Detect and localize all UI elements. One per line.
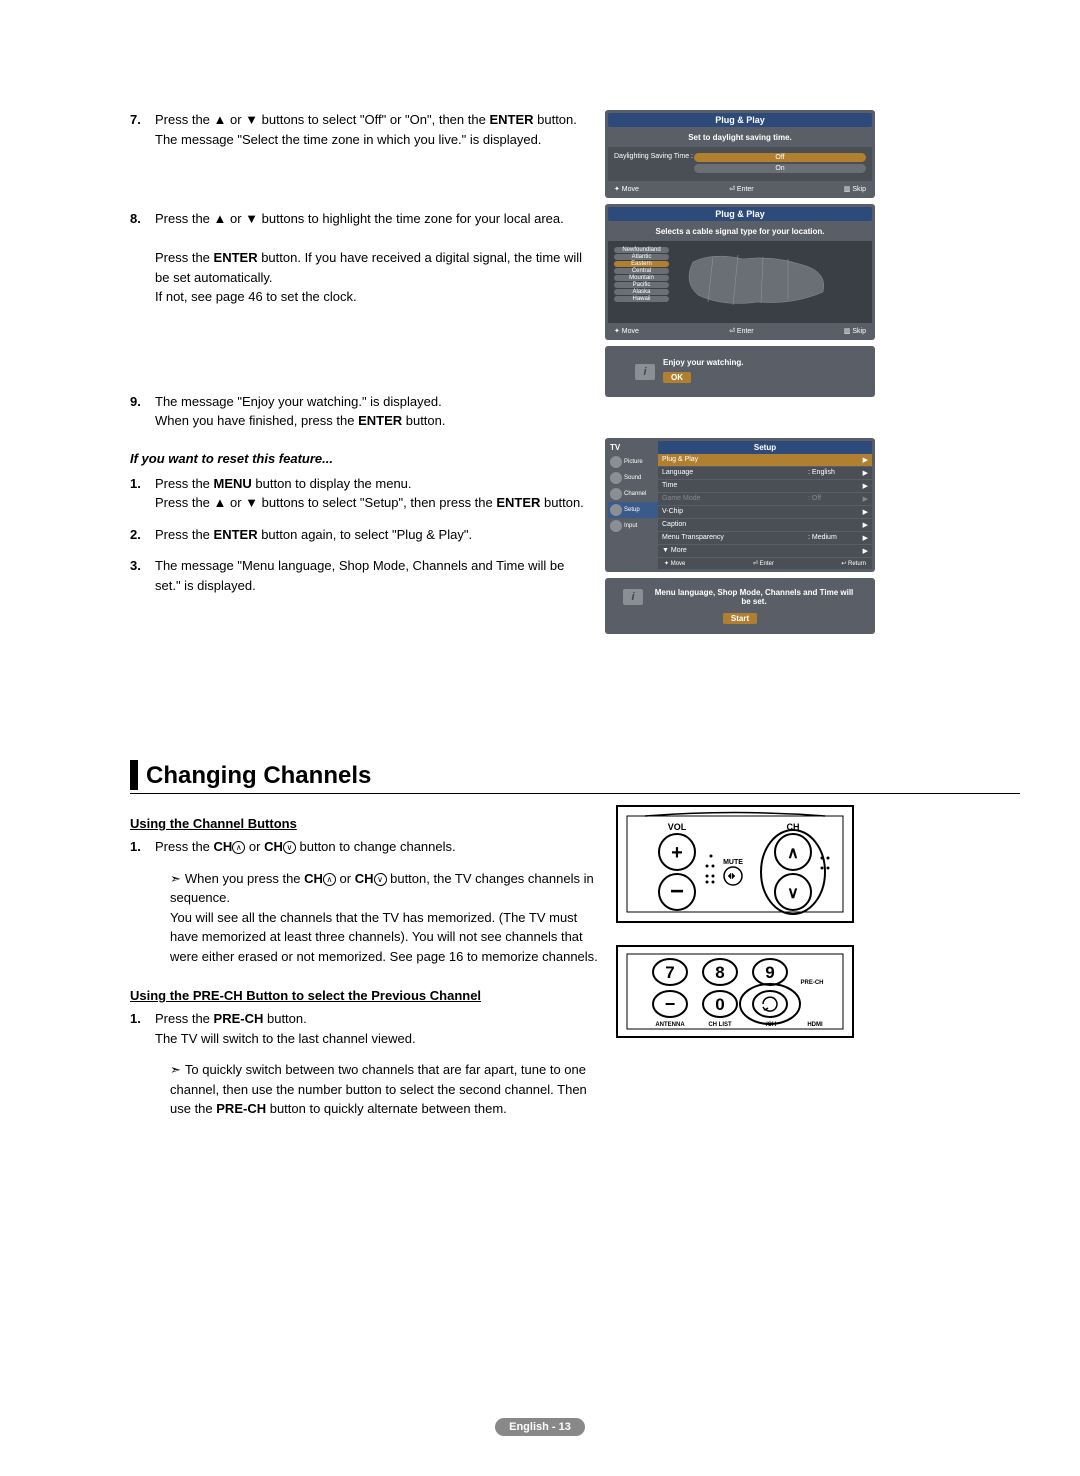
timezone-item: Newfoundland: [614, 247, 669, 253]
reset-heading: If you want to reset this feature...: [130, 451, 590, 466]
svg-text:8: 8: [715, 963, 724, 982]
tv-message: Selects a cable signal type for your loc…: [608, 224, 872, 239]
step-item: 1.Press the CH∧ or CH∨ button to change …: [130, 837, 600, 857]
setup-row: Game Mode: Off▶: [658, 493, 872, 506]
setup-row: Menu Transparency: Medium▶: [658, 532, 872, 545]
svg-text:VOL: VOL: [668, 822, 687, 832]
svg-text:HDMI: HDMI: [807, 1022, 823, 1028]
timezone-list: NewfoundlandAtlanticEasternCentralMounta…: [614, 247, 669, 317]
steps-list-a: 7.Press the ▲ or ▼ buttons to select "Of…: [130, 110, 590, 431]
page-number-pill: English - 13: [495, 1418, 585, 1436]
plug-play-section: 7.Press the ▲ or ▼ buttons to select "Of…: [130, 110, 1020, 640]
svg-text:−: −: [665, 994, 676, 1014]
svg-text:9: 9: [765, 963, 774, 982]
setup-row: Caption▶: [658, 519, 872, 532]
svg-text:−: −: [670, 878, 684, 905]
channel-note: When you press the CH∧ or CH∨ button, th…: [130, 869, 600, 967]
manual-page: 7.Press the ▲ or ▼ buttons to select "Of…: [0, 0, 1080, 1476]
tv-message: Set to daylight saving time.: [608, 130, 872, 145]
svg-text:MUTE: MUTE: [723, 859, 743, 866]
svg-text:-/CH: -/CH: [764, 1022, 776, 1028]
setup-row: Language: English▶: [658, 467, 872, 480]
timezone-item: Central: [614, 268, 669, 274]
timezone-item: Hawaii: [614, 296, 669, 302]
step-item: 2.Press the ENTER button again, to selec…: [130, 525, 590, 545]
step-item: 9.The message "Enjoy your watching." is …: [130, 392, 590, 431]
setup-nav: PictureSoundChannelSetupInput: [608, 454, 658, 569]
dst-option-off: Off: [694, 153, 866, 162]
step-item: 7.Press the ▲ or ▼ buttons to select "Of…: [130, 110, 590, 149]
ok-button: OK: [663, 372, 691, 383]
tv-screen-timezone: Plug & Play Selects a cable signal type …: [605, 204, 875, 340]
tv-screen-setup: TV Setup PictureSoundChannelSetupInput P…: [605, 438, 875, 572]
timezone-item: Eastern: [614, 261, 669, 267]
svg-text:+: +: [671, 842, 683, 864]
timezone-item: Atlantic: [614, 254, 669, 260]
steps-list-b: 1.Press the MENU button to display the m…: [130, 474, 590, 596]
nav-item: Input: [608, 518, 658, 534]
timezone-item: Mountain: [614, 275, 669, 281]
tv-title: Plug & Play: [608, 113, 872, 127]
svg-text:ANTENNA: ANTENNA: [655, 1022, 685, 1028]
setup-row: ▼ More▶: [658, 545, 872, 558]
section-rule: Changing Channels: [130, 760, 1020, 794]
channel-steps: 1.Press the CH∧ or CH∨ button to change …: [130, 837, 600, 857]
remote-number-pad: 7 8 9 − 0 PRE-CH ANTENNA CH LIST: [615, 944, 885, 1044]
timezone-map: [673, 247, 848, 317]
nav-item: Setup: [608, 502, 658, 518]
step-item: 1.Press the MENU button to display the m…: [130, 474, 590, 513]
info-message: Menu language, Shop Mode, Channels and T…: [651, 588, 857, 606]
setup-row: V-Chip▶: [658, 506, 872, 519]
nav-item: Picture: [608, 454, 658, 470]
setup-row: Time▶: [658, 480, 872, 493]
remote-vol-ch: VOL CH + − ∧ ∨ MUTE: [615, 804, 885, 929]
tv-footer: ✦ Move⏎ Enter▥ Skip: [608, 183, 872, 195]
prech-note: To quickly switch between two channels t…: [130, 1060, 600, 1119]
step-item: 3.The message "Menu language, Shop Mode,…: [130, 556, 590, 595]
setup-main: Plug & Play▶Language: English▶Time▶Game …: [658, 454, 872, 569]
tv-screen-dst: Plug & Play Set to daylight saving time.…: [605, 110, 875, 198]
svg-text:7: 7: [665, 963, 674, 982]
tv-info-setup-start: i Menu language, Shop Mode, Channels and…: [605, 578, 875, 634]
start-button: Start: [723, 613, 757, 624]
svg-text:CH LIST: CH LIST: [708, 1022, 732, 1028]
section-bar-icon: [130, 760, 138, 790]
setup-row: Plug & Play▶: [658, 454, 872, 467]
tv-footer: ✦ Move⏎ Enter▥ Skip: [608, 325, 872, 337]
dst-option-on: On: [694, 164, 866, 173]
tv-info-enjoy: i Enjoy your watching. OK: [605, 346, 875, 397]
timezone-item: Pacific: [614, 282, 669, 288]
info-icon: i: [623, 589, 643, 605]
subsection-heading: Using the Channel Buttons: [130, 816, 600, 831]
info-icon: i: [635, 364, 655, 380]
svg-text:0: 0: [715, 995, 724, 1014]
step-item: 8.Press the ▲ or ▼ buttons to highlight …: [130, 209, 590, 307]
timezone-item: Alaska: [614, 289, 669, 295]
prech-steps: 1.Press the PRE-CH button.The TV will sw…: [130, 1009, 600, 1048]
step-item: 1.Press the PRE-CH button.The TV will sw…: [130, 1009, 600, 1048]
nav-item: Sound: [608, 470, 658, 486]
svg-text:∧: ∧: [787, 845, 799, 862]
nav-item: Channel: [608, 486, 658, 502]
tv-title: Plug & Play: [608, 207, 872, 221]
svg-text:∨: ∨: [787, 885, 799, 902]
subsection-heading: Using the PRE-CH Button to select the Pr…: [130, 988, 600, 1003]
section-title: Changing Channels: [146, 762, 371, 790]
page-footer: English - 13: [0, 1417, 1080, 1436]
info-message: Enjoy your watching.: [663, 358, 743, 367]
svg-text:PRE-CH: PRE-CH: [800, 980, 823, 986]
